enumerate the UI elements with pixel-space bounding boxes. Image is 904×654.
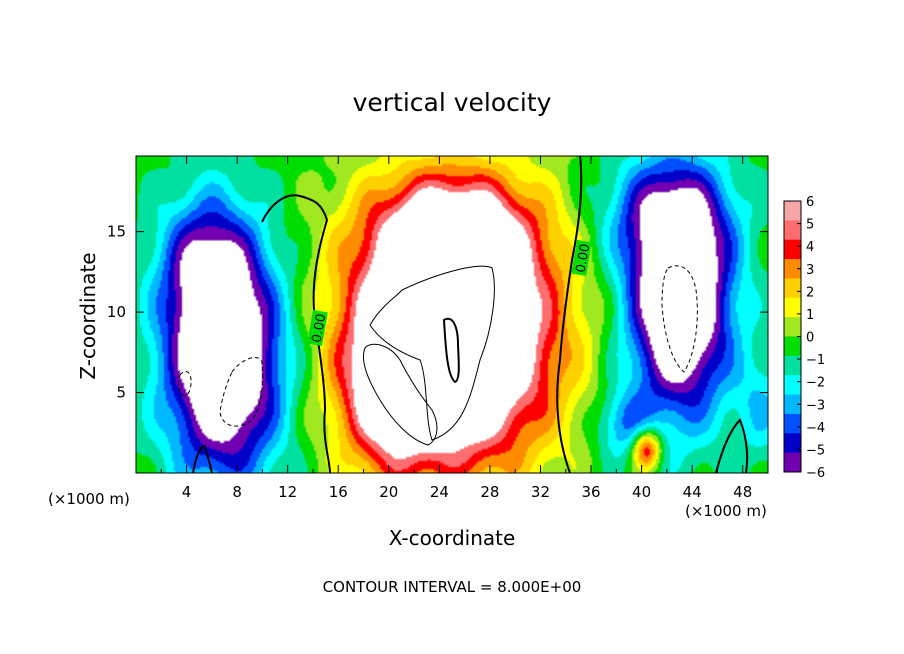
negative-contour-right bbox=[661, 265, 698, 373]
x-tick-label: 32 bbox=[531, 483, 550, 501]
x-tick-label: 48 bbox=[733, 483, 752, 501]
y-axis-title: Z-coordinate bbox=[76, 252, 100, 380]
colorbar-label: −5 bbox=[806, 443, 825, 458]
contour-label: 0.00 bbox=[571, 239, 594, 276]
x-tick-label: 16 bbox=[329, 483, 348, 501]
negative-contour-left bbox=[219, 357, 264, 427]
contour-label-text: 0.00 bbox=[574, 243, 594, 274]
contour-label-bg bbox=[307, 309, 328, 346]
colorbar-swatch bbox=[784, 394, 801, 415]
zero-contour-bottom-right bbox=[715, 418, 749, 473]
x-unit-note-left: (×1000 m) bbox=[48, 490, 130, 508]
y-tick-label: 15 bbox=[107, 223, 126, 241]
x-unit-note-right: (×1000 m) bbox=[685, 502, 767, 520]
contour-interval-note: CONTOUR INTERVAL = 8.000E+00 bbox=[322, 578, 582, 596]
contour-label: 0.00 bbox=[307, 309, 330, 346]
x-tick-label: 44 bbox=[683, 483, 702, 501]
colorbar-label: −3 bbox=[806, 398, 825, 413]
negative-contour-left-small bbox=[178, 371, 192, 397]
contour-labels: 0.00 0.00 bbox=[307, 239, 594, 346]
positive-contour-center bbox=[369, 265, 495, 441]
zero-contour-right bbox=[556, 156, 583, 473]
x-tick-label: 20 bbox=[379, 483, 398, 501]
colorbar-label: 3 bbox=[806, 263, 814, 278]
x-tick-label: 4 bbox=[182, 483, 192, 501]
colorbar-label: −1 bbox=[806, 353, 825, 368]
colorbar: 6 5 4 3 2 1 0 −1 −2 −3 −4 −5 −6 bbox=[783, 195, 825, 481]
colorbar-swatch bbox=[784, 375, 801, 396]
colorbar-swatch bbox=[784, 433, 801, 454]
x-axis-title: X-coordinate bbox=[388, 526, 516, 550]
colorbar-swatch bbox=[784, 201, 801, 221]
colorbar-swatch bbox=[784, 413, 801, 434]
colorbar-swatch bbox=[784, 336, 801, 357]
colorbar-swatch bbox=[784, 297, 801, 318]
colorbar-swatch bbox=[784, 317, 801, 337]
colorbar-swatch bbox=[784, 278, 801, 299]
colorbar-label: 5 bbox=[806, 218, 814, 233]
x-tick-label: 40 bbox=[632, 483, 651, 501]
colorbar-label: −2 bbox=[806, 376, 825, 391]
zero-contour-bottom-left bbox=[192, 444, 213, 473]
colorbar-swatch bbox=[784, 220, 801, 241]
x-tick-label: 28 bbox=[480, 483, 499, 501]
colorbar-swatch bbox=[784, 355, 801, 376]
y-tick-label: 5 bbox=[116, 384, 126, 402]
colorbar-swatch bbox=[784, 452, 801, 473]
colorbar-label: 2 bbox=[806, 285, 814, 300]
y-tick-label: 10 bbox=[107, 303, 126, 321]
positive-contour-inner bbox=[363, 343, 438, 446]
x-tick-label: 12 bbox=[278, 483, 297, 501]
colorbar-label: −6 bbox=[806, 466, 825, 481]
x-tick-label: 24 bbox=[430, 483, 449, 501]
colorbar-label: 6 bbox=[806, 195, 814, 210]
colorbar-swatch bbox=[784, 239, 801, 260]
colorbar-label: 1 bbox=[806, 308, 814, 323]
plot-frame bbox=[135, 155, 769, 474]
x-tick-label: 8 bbox=[232, 483, 242, 501]
contour-lines bbox=[178, 156, 749, 473]
x-axis: 4 8 12 16 20 24 28 32 36 40 44 48 bbox=[160, 156, 752, 501]
zero-contour-left bbox=[261, 194, 331, 473]
chart-title: vertical velocity bbox=[352, 88, 552, 117]
x-tick-label: 36 bbox=[581, 483, 600, 501]
contour-label-text: 0.00 bbox=[310, 313, 330, 344]
y-axis: 5 10 15 bbox=[107, 223, 768, 402]
colorbar-label: −4 bbox=[806, 421, 825, 436]
colorbar-label: 0 bbox=[806, 331, 814, 346]
positive-contour-core bbox=[442, 317, 460, 384]
contour-label-bg bbox=[571, 239, 592, 276]
colorbar-swatch bbox=[784, 259, 801, 279]
colorbar-label: 4 bbox=[806, 240, 814, 255]
